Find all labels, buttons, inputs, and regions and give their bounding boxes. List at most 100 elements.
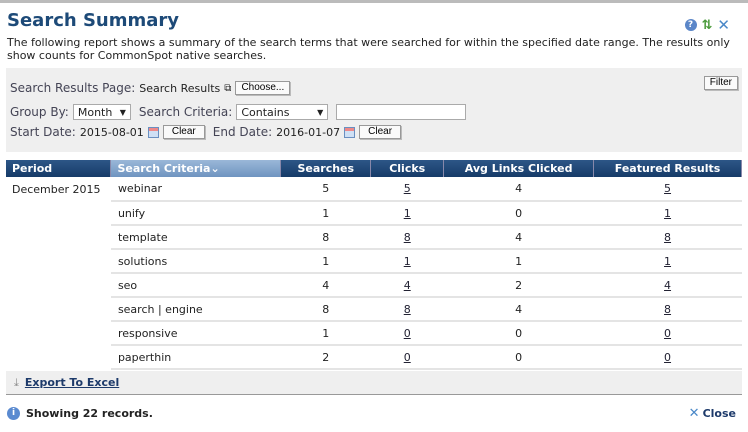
header-period[interactable]: Period: [6, 160, 112, 177]
group-by-label: Group By:: [10, 105, 69, 119]
criteria-cell: responsive: [110, 321, 281, 346]
clear-start-date-button[interactable]: Clear: [162, 125, 205, 139]
status-bar: i Showing 22 records.: [7, 407, 153, 420]
dropdown-arrow-icon: ▼: [317, 107, 324, 117]
header-search-criteria-label: Search Criteria: [117, 162, 211, 175]
top-border: [0, 0, 748, 3]
clicks-cell: 8: [370, 297, 444, 322]
header-featured-results[interactable]: Featured Results: [593, 160, 742, 177]
clicks-cell: 8: [370, 225, 444, 250]
avg-links-cell: 4: [443, 297, 594, 322]
end-date-label: End Date:: [212, 125, 273, 139]
report-description: The following report shows a summary of …: [7, 36, 730, 62]
featured-link[interactable]: 5: [664, 182, 672, 195]
table-row: paperthin 2 0 0 0: [6, 345, 742, 370]
featured-cell: 8: [593, 225, 742, 250]
record-count: Showing 22 records.: [26, 407, 153, 420]
featured-cell: 0: [593, 321, 742, 346]
searches-cell: 8: [280, 297, 371, 322]
open-page-icon[interactable]: ⧉: [224, 82, 232, 94]
close-label: Close: [702, 407, 736, 420]
table-row: search | engine 8 8 4 8: [6, 297, 742, 322]
download-icon: ⤓: [14, 375, 19, 389]
avg-links-cell: 4: [443, 177, 594, 202]
header-searches[interactable]: Searches: [280, 160, 372, 177]
clicks-link[interactable]: 0: [403, 326, 411, 340]
featured-link[interactable]: 1: [664, 206, 672, 220]
featured-cell: 4: [593, 273, 742, 298]
sort-desc-icon: ⌄: [210, 162, 220, 175]
clicks-link[interactable]: 1: [403, 206, 411, 220]
export-bar: ⤓ Export To Excel: [6, 371, 742, 395]
criteria-cell: solutions: [110, 249, 281, 274]
search-criteria-label: Search Criteria:: [138, 105, 233, 119]
close-icon[interactable]: ✕: [717, 16, 730, 34]
featured-link[interactable]: 8: [664, 230, 672, 244]
info-icon: i: [7, 407, 20, 420]
featured-cell: 0: [593, 345, 742, 370]
table-row: unify 1 1 0 1: [6, 201, 742, 226]
searches-cell: 2: [280, 345, 371, 370]
page-title: Search Summary: [7, 10, 179, 31]
clicks-link[interactable]: 0: [403, 350, 411, 364]
clicks-link[interactable]: 5: [403, 182, 411, 195]
criteria-cell: template: [110, 225, 281, 250]
search-summary-table: Period Search Criteria⌄ Searches Clicks …: [6, 160, 742, 370]
clear-end-date-button[interactable]: Clear: [359, 125, 402, 139]
clicks-cell: 1: [370, 249, 444, 274]
filter-button[interactable]: Filter: [703, 76, 738, 90]
searches-cell: 5: [280, 177, 371, 202]
start-date-label: Start Date:: [10, 125, 76, 139]
featured-link[interactable]: 8: [664, 302, 672, 316]
criteria-cell: unify: [110, 201, 281, 226]
choose-button[interactable]: Choose...: [235, 81, 291, 95]
calendar-icon[interactable]: [147, 126, 159, 138]
featured-cell: 5: [593, 177, 742, 202]
featured-link[interactable]: 4: [664, 278, 672, 292]
search-results-page-label: Search Results Page:: [10, 81, 136, 95]
close-icon: ✕: [688, 406, 700, 421]
refresh-icon[interactable]: ⇅: [701, 17, 713, 33]
featured-cell: 1: [593, 201, 742, 226]
criteria-cell: search | engine: [110, 297, 281, 322]
close-button[interactable]: ✕ Close: [689, 406, 736, 421]
header-avg-links-clicked[interactable]: Avg Links Clicked: [443, 160, 595, 177]
clicks-link[interactable]: 8: [403, 230, 411, 244]
clicks-link[interactable]: 1: [403, 254, 411, 268]
searches-cell: 4: [280, 273, 371, 298]
criteria-cell: webinar: [110, 177, 281, 202]
search-criteria-value: Contains: [241, 105, 290, 119]
filter-panel: Filter Search Results Page: Search Resul…: [6, 68, 742, 152]
end-date-value: 2016-01-07: [276, 125, 341, 139]
clicks-cell: 1: [370, 201, 444, 226]
table-row: December 2015 webinar 5 5 4 5: [6, 177, 742, 202]
group-by-select[interactable]: Month ▼: [72, 104, 131, 120]
featured-link[interactable]: 1: [664, 254, 672, 268]
criteria-cell: seo: [110, 273, 281, 298]
search-criteria-input[interactable]: [336, 104, 467, 120]
calendar-icon[interactable]: [344, 126, 356, 138]
clicks-link[interactable]: 8: [403, 302, 411, 316]
featured-link[interactable]: 0: [664, 326, 672, 340]
help-icon[interactable]: ?: [684, 19, 697, 31]
clicks-cell: 0: [370, 321, 444, 346]
table-row: template 8 8 4 8: [6, 225, 742, 250]
start-date-value: 2015-08-01: [79, 125, 144, 139]
searches-cell: 1: [280, 201, 371, 226]
clicks-cell: 0: [370, 345, 444, 370]
featured-cell: 1: [593, 249, 742, 274]
header-clicks[interactable]: Clicks: [370, 160, 445, 177]
criteria-cell: paperthin: [110, 345, 281, 370]
export-to-excel-link[interactable]: Export To Excel: [24, 376, 120, 389]
searches-cell: 1: [280, 249, 371, 274]
featured-link[interactable]: 0: [664, 350, 672, 364]
title-icons: ? ⇅ ✕: [684, 16, 730, 34]
featured-cell: 8: [593, 297, 742, 322]
search-criteria-select[interactable]: Contains ▼: [236, 104, 329, 120]
avg-links-cell: 0: [443, 321, 594, 346]
clicks-cell: 4: [370, 273, 444, 298]
group-by-value: Month: [77, 105, 113, 119]
searches-cell: 8: [280, 225, 371, 250]
header-search-criteria[interactable]: Search Criteria⌄: [110, 160, 282, 177]
clicks-link[interactable]: 4: [403, 278, 411, 292]
